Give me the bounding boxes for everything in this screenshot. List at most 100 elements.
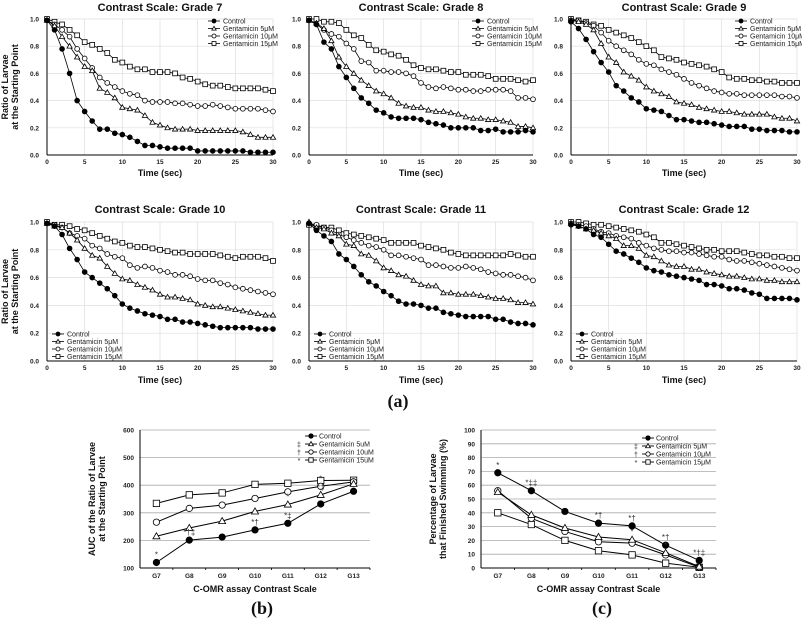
data-point (255, 253, 261, 260)
data-point (179, 295, 186, 301)
data-point (349, 479, 358, 487)
legend-marker (211, 25, 217, 31)
data-point (156, 121, 164, 128)
data-point (141, 112, 149, 118)
data-point (695, 562, 704, 570)
legend-label: Gentamicin 10μM (223, 34, 278, 41)
x-tick-label: 20 (455, 159, 463, 166)
data-point (425, 106, 432, 113)
x-tick-label: 20 (718, 159, 726, 166)
data-point (89, 274, 95, 281)
data-point (440, 108, 447, 114)
y-tick-label: 0.2 (292, 331, 301, 338)
data-point (733, 76, 740, 82)
data-point (418, 116, 424, 123)
y-tick-label: 0.6 (554, 71, 563, 78)
data-point (179, 74, 186, 81)
data-point (202, 103, 209, 109)
data-point (350, 69, 358, 76)
x-tick-label: 10 (643, 365, 651, 372)
y-axis-label: Ratio of Larvae (0, 54, 10, 119)
legend-label: Gentamicin 5μM (67, 339, 118, 346)
data-point (718, 89, 725, 96)
legend-label: Control (487, 19, 510, 26)
data-point (103, 263, 111, 269)
x-tick-label: 10 (119, 365, 127, 372)
data-point (358, 240, 365, 246)
data-point (666, 55, 672, 62)
data-point (725, 272, 733, 279)
data-point (433, 262, 439, 268)
data-point (726, 123, 732, 130)
data-point (748, 259, 755, 266)
data-point (255, 288, 261, 295)
x-tick-label: 20 (455, 365, 463, 372)
data-point (224, 304, 232, 311)
y-tick-label: 0.6 (292, 71, 301, 78)
data-point (628, 95, 635, 101)
legend-label: Gentamicin 15uM (319, 458, 374, 465)
data-point (395, 99, 402, 106)
y-tick-label: 0.0 (554, 359, 563, 366)
data-point (403, 240, 409, 246)
data-point (112, 253, 118, 260)
data-point (492, 86, 499, 93)
data-point (500, 76, 506, 82)
data-point (59, 27, 65, 33)
x-axis-label: C-OMR assay Contrast Scale (537, 584, 661, 594)
data-point (187, 76, 193, 82)
data-point (388, 51, 394, 58)
data-point (321, 18, 327, 25)
data-point (164, 145, 171, 152)
data-point (66, 223, 73, 229)
data-point (425, 282, 432, 289)
data-point (598, 29, 604, 36)
data-point (485, 73, 491, 79)
y-tick-label: 90 (468, 441, 476, 448)
data-point (620, 47, 627, 54)
data-point (119, 59, 126, 66)
data-point (179, 125, 186, 132)
y-tick-label: 0.4 (30, 303, 39, 310)
data-point (628, 35, 635, 41)
data-point (81, 227, 88, 234)
legend-marker (55, 346, 61, 352)
data-point (81, 63, 89, 69)
data-point (786, 255, 793, 261)
legend-marker (317, 338, 323, 344)
legend-marker (55, 338, 61, 344)
data-point (216, 127, 224, 133)
data-point (149, 142, 156, 149)
data-point (447, 109, 455, 116)
data-point (605, 223, 612, 229)
data-point (771, 113, 778, 120)
data-point (81, 55, 88, 62)
data-point (643, 61, 650, 67)
y-tick-label: 30 (468, 524, 476, 531)
data-point (500, 316, 506, 323)
data-point (658, 108, 665, 115)
data-point (733, 272, 741, 279)
y-tick-label: 0.6 (554, 275, 563, 282)
data-point (658, 247, 665, 253)
data-point (284, 479, 292, 487)
data-point (262, 86, 269, 93)
data-point (688, 61, 695, 67)
chart-title: Contrast Scale: Grade 12 (619, 204, 750, 216)
data-point (522, 299, 529, 305)
data-point (696, 62, 702, 69)
data-point (185, 504, 193, 512)
legend-label: Control (223, 19, 246, 26)
data-point (469, 114, 477, 121)
data-point (440, 289, 447, 296)
data-point (66, 70, 73, 77)
x-tick-label: 15 (417, 365, 425, 372)
data-point (240, 253, 246, 260)
data-point (194, 251, 201, 257)
data-point (710, 106, 718, 113)
data-point (779, 253, 785, 260)
data-point (582, 21, 590, 27)
data-point (380, 90, 388, 97)
data-point (673, 57, 680, 63)
y-tick-label: 40 (468, 510, 476, 517)
